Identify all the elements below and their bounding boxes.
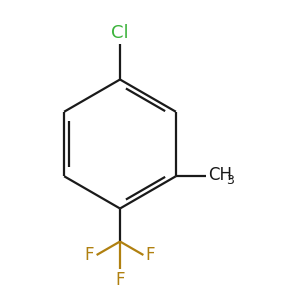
Text: CH: CH: [208, 166, 232, 184]
Text: F: F: [85, 246, 94, 264]
Text: F: F: [115, 271, 125, 289]
Text: F: F: [146, 246, 155, 264]
Text: 3: 3: [226, 174, 234, 187]
Text: Cl: Cl: [111, 24, 129, 42]
